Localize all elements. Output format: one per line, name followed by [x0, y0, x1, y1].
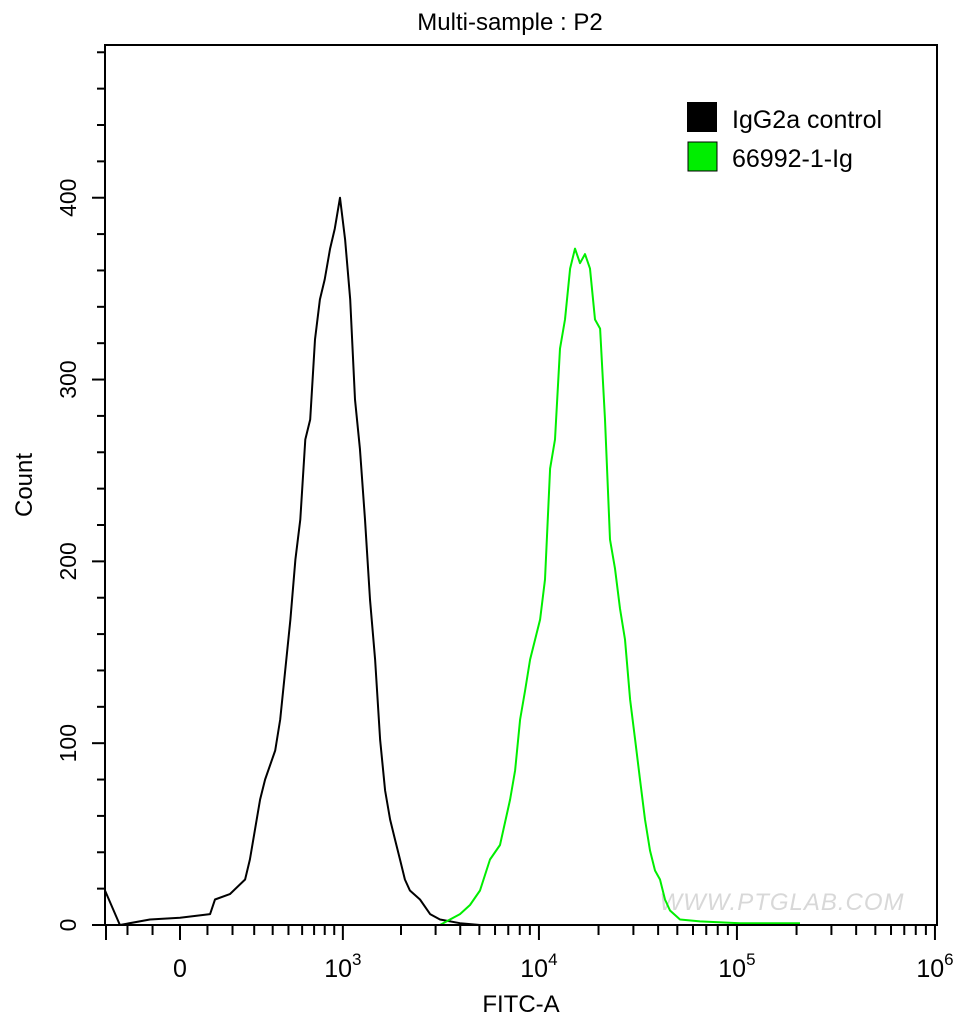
y-axis-label: Count [11, 453, 38, 517]
legend: IgG2a control 66992-1-Ig [687, 102, 882, 173]
y-tick-label: 200 [55, 542, 81, 580]
legend-swatch-igg2a-control [687, 102, 717, 132]
x-tick-label: 104 [520, 950, 557, 983]
y-tick-label: 400 [55, 179, 81, 217]
x-tick-label: 103 [324, 950, 361, 983]
legend-label-igg2a-control: IgG2a control [732, 106, 882, 134]
legend-swatch-66992-1-ig [687, 141, 718, 172]
x-tick-label: 0 [173, 955, 187, 983]
y-tick-label: 100 [55, 724, 81, 762]
x-tick-label: 105 [718, 950, 755, 983]
plot-frame [104, 44, 938, 926]
x-tick-label: 106 [916, 950, 953, 983]
watermark: WWW.PTGLAB.COM [659, 889, 904, 916]
x-axis-label: FITC-A [482, 991, 559, 1018]
y-tick-label: 0 [55, 919, 81, 932]
legend-label-66992-1-ig: 66992-1-Ig [732, 145, 853, 173]
chart-title: Multi-sample : P2 [417, 9, 602, 36]
y-tick-label: 300 [55, 360, 81, 398]
series-line-0 [104, 196, 481, 926]
series-line-1 [439, 247, 800, 926]
